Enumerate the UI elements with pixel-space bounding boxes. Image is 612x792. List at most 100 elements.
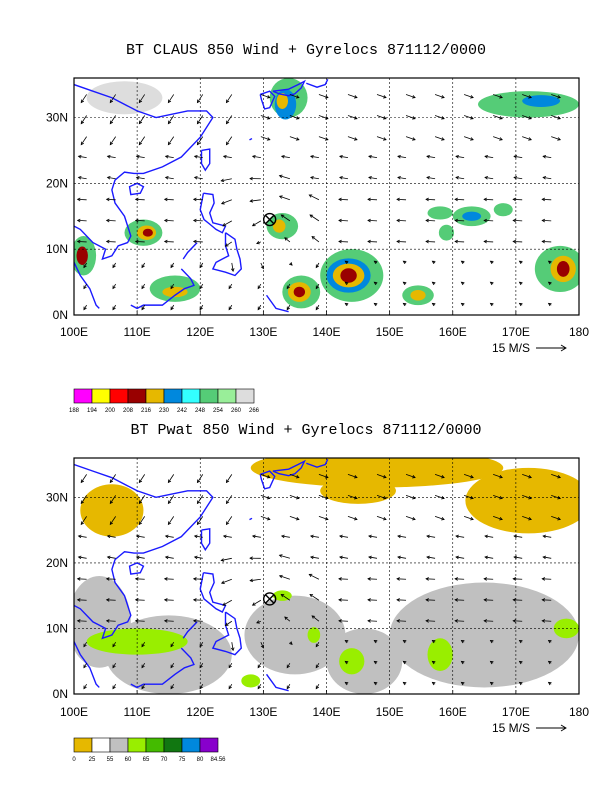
wind-vector bbox=[278, 574, 291, 580]
wind-vector bbox=[256, 620, 261, 624]
legend-label: 208 bbox=[123, 408, 134, 414]
wind-vector bbox=[347, 494, 358, 500]
wind-vector bbox=[135, 534, 145, 539]
wind-vector bbox=[483, 577, 494, 581]
coastline bbox=[249, 517, 253, 521]
wind-vector bbox=[77, 176, 87, 180]
x-tick-label: 150E bbox=[376, 705, 404, 719]
wind-vector bbox=[112, 642, 117, 648]
wind-vector bbox=[284, 237, 291, 243]
wind-vector bbox=[76, 218, 87, 223]
legend-swatch bbox=[109, 737, 129, 753]
wind-vector bbox=[141, 683, 146, 690]
x-tick-label: 170E bbox=[502, 325, 530, 339]
wind-vector bbox=[278, 554, 291, 559]
wind-vector bbox=[106, 176, 116, 180]
x-tick-label: 170E bbox=[502, 705, 530, 719]
wind-vector bbox=[402, 260, 407, 265]
wind-vector bbox=[489, 302, 494, 307]
wind-vector bbox=[224, 620, 233, 626]
wind-vector bbox=[338, 598, 348, 602]
legend-swatch bbox=[199, 737, 219, 753]
wind-vector bbox=[308, 573, 320, 580]
plot-area bbox=[74, 458, 579, 694]
wind-vector bbox=[551, 494, 562, 500]
wind-vector bbox=[170, 304, 175, 311]
wind-vector bbox=[105, 577, 116, 581]
coastline bbox=[128, 182, 145, 196]
wind-vector bbox=[76, 619, 87, 623]
wind-vector bbox=[512, 577, 523, 581]
wind-vector bbox=[199, 304, 204, 311]
wind-vector bbox=[396, 197, 407, 202]
legend-label: 65 bbox=[143, 757, 150, 763]
wind-vector bbox=[76, 577, 87, 581]
wind-vector bbox=[454, 197, 465, 202]
wind-vector bbox=[224, 241, 233, 247]
wind-vector bbox=[196, 94, 204, 104]
wind-vector bbox=[373, 260, 378, 265]
wind-vector bbox=[106, 154, 116, 159]
wind-vector bbox=[196, 516, 204, 526]
wind-vector bbox=[431, 681, 436, 686]
wind-vector bbox=[513, 176, 523, 180]
wind-vector bbox=[105, 239, 116, 244]
wind-vector bbox=[522, 474, 532, 479]
wind-vector bbox=[310, 154, 319, 159]
wind-vector bbox=[460, 302, 465, 307]
wind-vector bbox=[257, 683, 262, 690]
shaded-region bbox=[320, 477, 396, 504]
coastline bbox=[130, 647, 195, 689]
wind-vector bbox=[278, 195, 291, 201]
x-tick-label: 180 bbox=[569, 325, 589, 339]
wind-vector bbox=[518, 281, 523, 286]
wind-vector bbox=[434, 115, 445, 120]
wind-vector bbox=[368, 176, 378, 180]
wind-vector bbox=[338, 577, 348, 581]
wind-vector bbox=[541, 598, 552, 602]
wind-vector bbox=[80, 474, 87, 484]
wind-vector bbox=[77, 555, 87, 560]
x-tick-label: 180 bbox=[569, 705, 589, 719]
shaded-region bbox=[276, 93, 288, 109]
x-tick-label: 140E bbox=[312, 705, 340, 719]
wind-vector bbox=[199, 262, 204, 269]
coastline bbox=[182, 242, 198, 260]
wind-vector bbox=[83, 642, 87, 648]
wind-vector bbox=[338, 218, 348, 223]
wind-vector bbox=[431, 281, 436, 286]
coastline bbox=[74, 463, 214, 640]
x-tick-label: 160E bbox=[439, 705, 467, 719]
wind-vector bbox=[512, 619, 523, 623]
wind-vector bbox=[484, 534, 494, 539]
wind-vector bbox=[309, 214, 320, 222]
wind-vector bbox=[80, 94, 87, 104]
wind-vector bbox=[289, 515, 300, 521]
legend-label: 55 bbox=[107, 757, 114, 763]
wind-vector bbox=[230, 642, 235, 652]
wind-vector bbox=[460, 260, 465, 265]
wind-vector bbox=[547, 660, 552, 665]
wind-vector bbox=[106, 534, 116, 539]
wind-vector bbox=[339, 154, 349, 159]
wind-vector bbox=[284, 616, 291, 622]
wind-vector bbox=[455, 154, 465, 159]
wind-vector bbox=[434, 94, 445, 99]
wind-vector bbox=[460, 660, 465, 665]
wind-vector bbox=[280, 593, 291, 601]
wind-vector bbox=[484, 555, 494, 560]
wind-vector bbox=[463, 515, 474, 521]
plot-area bbox=[74, 78, 579, 315]
wind-vector bbox=[522, 115, 532, 120]
wind-vector bbox=[318, 494, 329, 500]
wind-vector bbox=[112, 662, 117, 669]
wind-vector bbox=[460, 681, 465, 686]
wind-vector bbox=[493, 494, 503, 500]
wind-vector bbox=[434, 136, 445, 141]
wind-vector bbox=[493, 115, 503, 120]
shaded-region bbox=[76, 246, 88, 265]
shaded-region bbox=[244, 595, 346, 675]
wind-vector bbox=[541, 218, 552, 223]
wind-vector bbox=[315, 642, 320, 648]
shaded-region bbox=[162, 286, 188, 298]
